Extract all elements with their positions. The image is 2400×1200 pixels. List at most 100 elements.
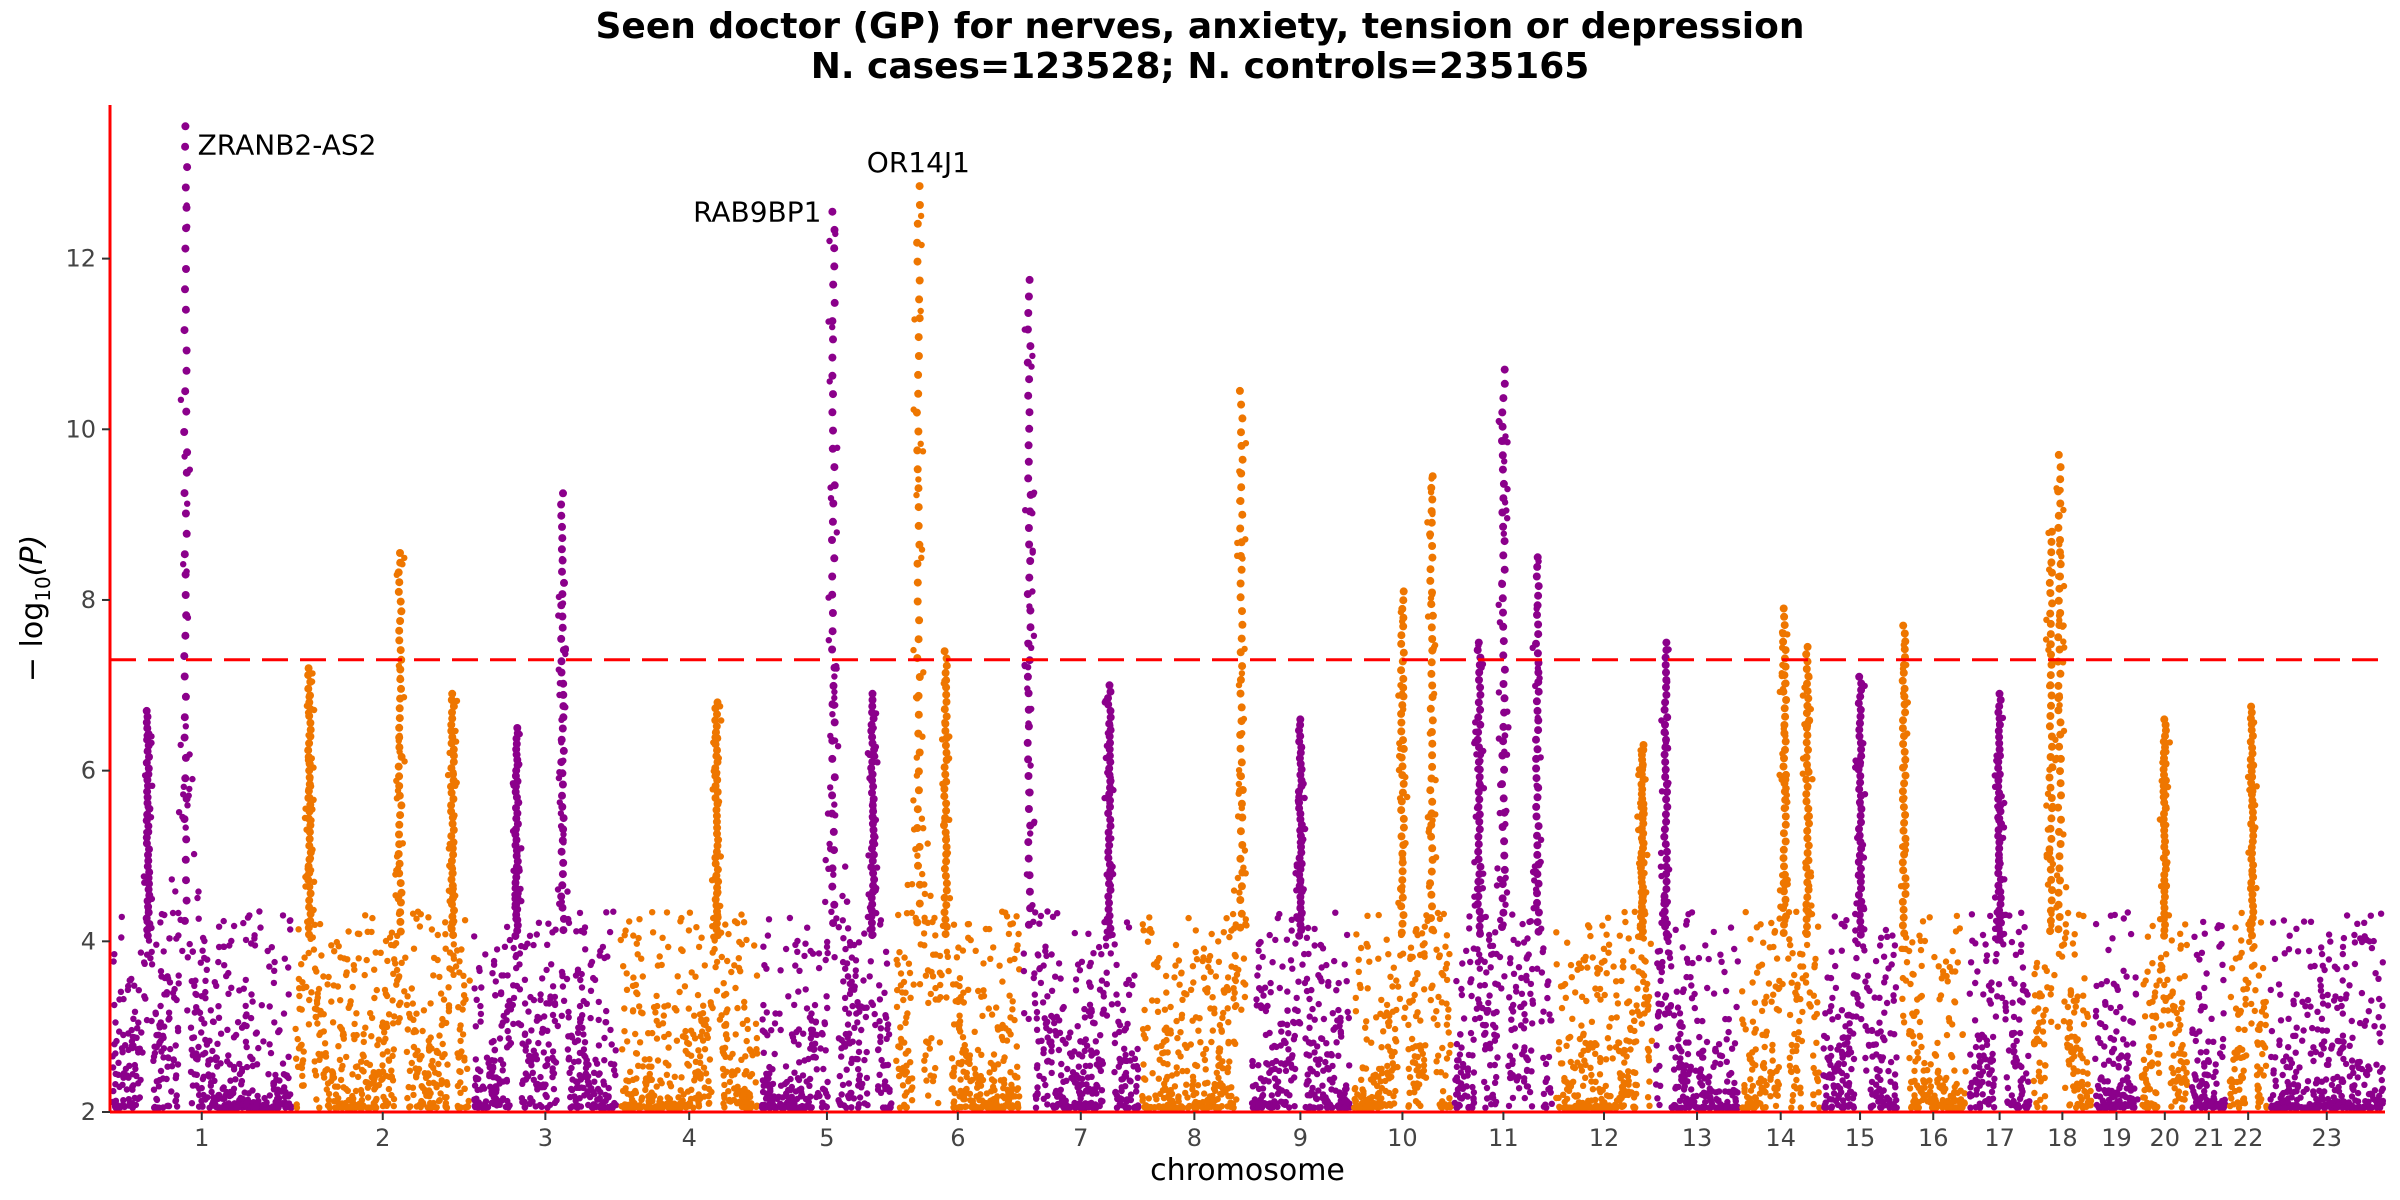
snp-point	[627, 1068, 634, 1076]
peak-point	[913, 446, 922, 455]
snp-point	[1421, 923, 1429, 930]
peak-point	[1397, 832, 1406, 841]
snp-point	[844, 925, 852, 932]
snp-point	[471, 985, 478, 992]
snp-point	[465, 1097, 472, 1105]
peak-point	[558, 769, 567, 778]
snp-point	[186, 940, 193, 948]
snp-point	[1155, 1075, 1163, 1082]
snp-point	[1142, 1076, 1149, 1083]
snp-point	[722, 921, 729, 928]
snp-point	[568, 1064, 575, 1072]
peak-point	[1399, 779, 1408, 788]
snp-point	[1030, 974, 1038, 982]
peak-point	[1237, 882, 1246, 891]
peak-point	[711, 704, 720, 713]
snp-point	[168, 876, 175, 883]
snp-point	[654, 962, 662, 969]
snp-point	[333, 938, 340, 946]
snp-point	[831, 954, 838, 961]
snp-point	[1130, 1063, 1137, 1070]
snp-point	[1139, 1097, 1146, 1104]
snp-point	[831, 688, 838, 696]
snp-point	[177, 741, 184, 749]
peak-point	[1398, 858, 1407, 867]
peak-point	[942, 799, 951, 808]
snp-point	[264, 947, 271, 955]
snp-point	[479, 1083, 487, 1090]
snp-point	[201, 1020, 208, 1027]
peak-point	[1236, 827, 1245, 836]
snp-point	[744, 1017, 751, 1024]
snp-point	[386, 934, 394, 941]
peak-point	[1399, 587, 1408, 596]
snp-point	[1183, 1067, 1191, 1075]
snp-point	[921, 1057, 928, 1064]
snp-point	[406, 1104, 413, 1111]
snp-point	[148, 961, 156, 968]
snp-point	[256, 908, 263, 915]
snp-point	[418, 1052, 425, 1060]
peak-point	[830, 718, 839, 727]
snp-point	[824, 1078, 831, 1086]
peak-point	[1025, 871, 1034, 880]
snp-point	[165, 1054, 172, 1062]
snp-point	[1111, 941, 1118, 948]
snp-point	[1092, 1038, 1100, 1045]
snp-point	[1154, 1008, 1162, 1015]
snp-point	[215, 943, 223, 951]
snp-point	[372, 949, 379, 956]
peak-point	[713, 799, 722, 808]
snp-point	[817, 1045, 824, 1052]
peak-point	[1399, 692, 1408, 701]
snp-point	[1331, 957, 1338, 965]
snp-point	[323, 1086, 330, 1093]
peak-point	[395, 791, 404, 800]
snp-point	[1163, 1076, 1170, 1083]
snp-point	[1070, 1076, 1077, 1083]
snp-point	[137, 949, 145, 956]
snp-point	[855, 1002, 862, 1010]
snp-point	[1466, 925, 1473, 932]
snp-point	[335, 1043, 342, 1050]
snp-point	[900, 996, 907, 1004]
snp-point	[1446, 1102, 1453, 1110]
snp-point	[855, 1039, 863, 1046]
snp-point	[489, 970, 496, 977]
snp-point	[160, 1045, 168, 1052]
peak-point	[142, 833, 151, 842]
snp-point	[324, 1066, 331, 1073]
snp-point	[1030, 632, 1038, 639]
snp-point	[238, 1068, 246, 1075]
snp-point	[989, 1083, 997, 1091]
snp-point	[211, 1077, 218, 1085]
snp-point	[211, 979, 218, 986]
snp-point	[931, 914, 938, 922]
snp-point	[233, 1104, 241, 1111]
snp-point	[881, 1078, 889, 1085]
snp-point	[227, 1088, 234, 1096]
peak-point	[181, 855, 190, 864]
snp-point	[955, 1059, 962, 1067]
snp-point	[422, 1074, 430, 1082]
snp-point	[853, 1010, 860, 1017]
snp-point	[1378, 996, 1385, 1004]
snp-point	[974, 1046, 982, 1054]
snp-point	[384, 1048, 391, 1055]
snp-point	[1097, 1067, 1105, 1075]
snp-point	[1036, 965, 1044, 972]
peak-point	[395, 704, 404, 713]
snp-point	[786, 914, 794, 922]
snp-point	[760, 1001, 767, 1009]
snp-point	[270, 979, 278, 987]
snp-point	[1072, 987, 1080, 994]
snp-point	[169, 909, 177, 917]
snp-point	[1148, 997, 1156, 1004]
snp-point	[739, 1087, 747, 1094]
snp-point	[510, 994, 518, 1002]
peak-point	[182, 876, 190, 885]
snp-point	[385, 1085, 393, 1093]
snp-point	[1293, 994, 1300, 1002]
peak-point	[713, 865, 722, 874]
peak-point	[914, 484, 923, 493]
